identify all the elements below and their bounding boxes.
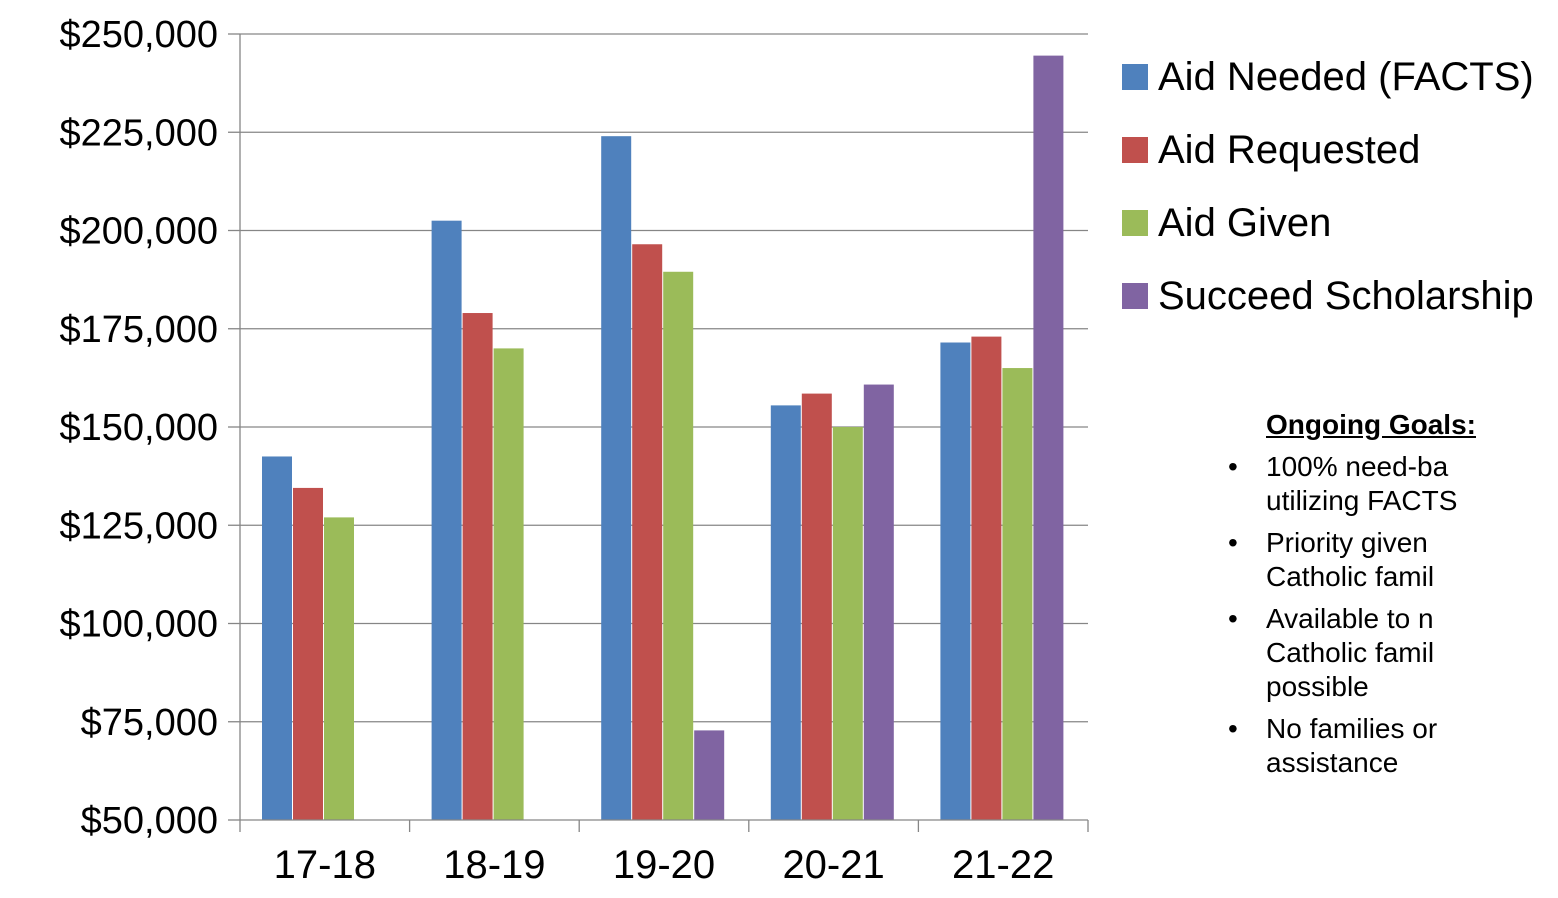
bar	[1033, 55, 1064, 821]
bullet-icon: •	[1228, 527, 1238, 558]
x-tick-label: 19-20	[613, 843, 715, 887]
y-tick-label: $125,000	[60, 505, 219, 547]
goals-item-text: Available to n Catholic famil possible	[1266, 603, 1435, 702]
legend-swatch	[1122, 64, 1148, 90]
y-tick-labels: $250,000 $225,000 $200,000 $175,000 $150,000…	[60, 14, 219, 842]
goals-panel: Ongoing Goals: • 100% need-ba utilizing …	[1206, 408, 1558, 898]
bar	[431, 220, 462, 821]
bar	[1002, 368, 1033, 820]
goals-item-text: No families or assistance	[1266, 713, 1438, 778]
y-tick-label: $50,000	[81, 800, 218, 842]
y-tick-label: $250,000	[60, 14, 219, 56]
bar	[694, 730, 725, 820]
bar	[632, 244, 663, 820]
x-tick-label: 17-18	[274, 843, 376, 887]
goals-item: • 100% need-ba utilizing FACTS	[1206, 450, 1558, 518]
x-tick-labels: 17-18 18-19 19-20 20-21 21-22	[274, 843, 1055, 887]
bullet-icon: •	[1228, 603, 1238, 634]
goals-item-text: 100% need-ba utilizing FACTS	[1266, 451, 1458, 516]
y-tick-label: $225,000	[60, 112, 219, 154]
bar	[971, 336, 1002, 820]
goals-item: • No families or assistance	[1206, 712, 1558, 780]
legend-label: Aid Requested	[1158, 128, 1421, 172]
goals-list: • 100% need-ba utilizing FACTS • Priorit…	[1206, 450, 1558, 780]
legend-swatch	[1122, 283, 1148, 309]
goals-item: • Priority given Catholic famil	[1206, 526, 1558, 594]
bar	[293, 487, 323, 820]
legend-swatch	[1122, 137, 1148, 163]
bar	[601, 136, 632, 820]
bar	[940, 342, 971, 820]
bullet-icon: •	[1228, 713, 1238, 744]
x-tick-label: 18-19	[443, 843, 545, 887]
y-tick-label: $75,000	[81, 702, 218, 744]
goals-item: • Available to n Catholic famil possible	[1206, 602, 1558, 704]
legend-swatch	[1122, 210, 1148, 236]
bars	[262, 55, 1064, 821]
y-tick-label: $175,000	[60, 309, 219, 351]
goals-title: Ongoing Goals:	[1266, 409, 1476, 440]
bar	[324, 517, 354, 820]
axes	[228, 33, 1089, 832]
x-tick-label: 21-22	[952, 843, 1054, 887]
bullet-icon: •	[1228, 451, 1238, 482]
bar	[493, 348, 524, 820]
goals-item-text: Priority given Catholic famil	[1266, 527, 1435, 592]
legend-label: Aid Given	[1158, 201, 1332, 245]
y-tick-label: $150,000	[60, 407, 219, 449]
bar	[262, 456, 292, 820]
bar	[663, 271, 694, 820]
y-tick-label: $200,000	[60, 211, 219, 253]
x-tick-label: 20-21	[782, 843, 884, 887]
legend-label: Succeed Scholarship	[1158, 274, 1534, 318]
bar	[801, 393, 832, 820]
y-tick-label: $100,000	[60, 604, 219, 646]
bar	[863, 384, 894, 820]
bar	[770, 405, 801, 820]
legend-label: Aid Needed (FACTS)	[1158, 55, 1534, 99]
bar	[462, 313, 493, 820]
bar	[832, 427, 863, 820]
